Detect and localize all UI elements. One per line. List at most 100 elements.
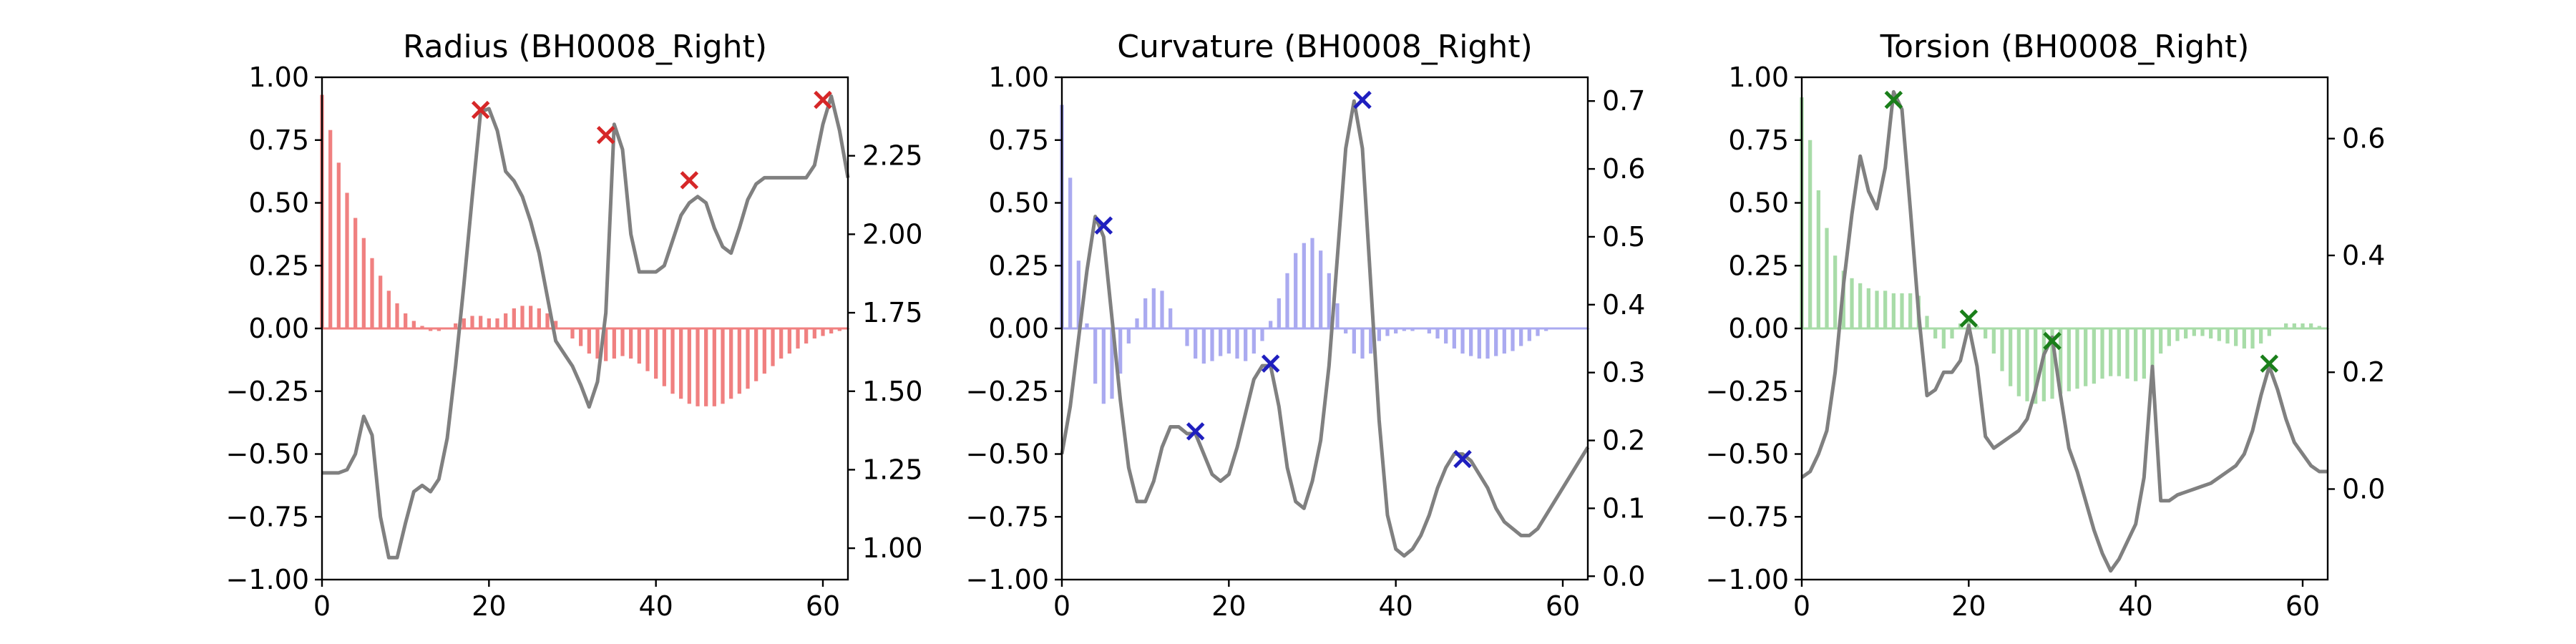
torsion-bar [1883, 291, 1888, 328]
torsion-bar [2034, 328, 2038, 404]
curvature-bar [1469, 328, 1473, 356]
radius-peak-marker [471, 100, 490, 119]
radius-bar [704, 328, 708, 406]
curvature-right-tick-label: 0.4 [1602, 289, 1645, 321]
torsion-bar [2117, 328, 2121, 376]
radius-bar [762, 328, 766, 374]
torsion-right-tick-label: 0.0 [2342, 473, 2385, 504]
curvature-right-tick-label: 0.5 [1602, 221, 1645, 253]
curvature-bar [1319, 250, 1323, 328]
torsion-left-tick-label: 0.75 [1728, 125, 1789, 156]
torsion-bar [1950, 328, 1954, 339]
curvature-bar [1160, 291, 1164, 328]
radius-bar [328, 130, 333, 328]
curvature-peak-marker [1353, 90, 1372, 109]
radius-bar [645, 328, 650, 371]
radius-panel: Radius (BH0008_Right) 0 20 40 60 −1.00 −0.75 −… [226, 29, 923, 622]
curvature-bar [1226, 328, 1231, 354]
radius-chart-title: Radius (BH0008_Right) [403, 29, 767, 65]
curvature-bar [1402, 328, 1406, 331]
torsion-bar [1975, 326, 1979, 328]
curvature-bar [1527, 328, 1531, 341]
radius-bar [554, 321, 558, 328]
radius-bar [829, 328, 834, 334]
curvature-bar [1344, 328, 1348, 334]
radius-bar [386, 291, 391, 328]
radius-right-tick-label: 2.00 [862, 218, 923, 250]
curvature-bar [1502, 328, 1506, 354]
curvature-bar [1410, 328, 1415, 331]
curvature-bar [1252, 328, 1256, 354]
radius-x-tick-label: 60 [806, 590, 840, 622]
radius-left-tick-label: 0.75 [248, 125, 309, 156]
torsion-left-tick-label: 0.50 [1728, 187, 1789, 219]
curvature-bar [1101, 328, 1106, 404]
torsion-bar [2200, 328, 2205, 336]
radius-bar [679, 328, 683, 399]
radius-bar [804, 328, 809, 344]
curvature-bar [1210, 328, 1214, 361]
curvature-bar [1194, 328, 1198, 359]
torsion-bar [2150, 328, 2155, 366]
torsion-bar [1966, 318, 1971, 328]
torsion-bar [2041, 328, 2046, 401]
curvature-bar [1460, 328, 1465, 354]
curvature-left-tick-label: 0.25 [988, 250, 1049, 281]
curvature-left-tick-label: 0.50 [988, 187, 1049, 219]
curvature-left-tick-label: 0.00 [988, 313, 1049, 344]
curvature-right-tick-label: 0.6 [1602, 153, 1645, 185]
torsion-bar [2309, 323, 2313, 328]
curvature-bar [1294, 253, 1298, 328]
curvature-bar [1219, 328, 1223, 356]
radius-bar [429, 328, 433, 331]
curvature-bar [1352, 328, 1356, 354]
torsion-bar [1925, 316, 1929, 328]
torsion-bar [1866, 288, 1870, 328]
radius-bar [787, 328, 791, 354]
radius-bar [512, 308, 516, 328]
curvature-bar [1118, 328, 1123, 374]
radius-bar [712, 328, 716, 406]
radius-bar [637, 328, 641, 364]
radius-bar [370, 258, 374, 328]
torsion-bar [2009, 328, 2013, 386]
torsion-bar [2267, 328, 2271, 336]
torsion-bar [1908, 293, 1913, 328]
radius-bar [353, 218, 358, 328]
torsion-bar [2301, 323, 2305, 328]
curvature-peak-marker [1453, 449, 1472, 469]
curvature-bar [1511, 328, 1515, 351]
curvature-left-tick-label: −1.00 [966, 564, 1049, 595]
torsion-bar [2284, 323, 2288, 328]
radius-bar [336, 162, 341, 328]
torsion-bar [1984, 328, 1988, 339]
torsion-bar [2225, 328, 2230, 344]
curvature-right-tick-label: 0.3 [1602, 357, 1645, 389]
torsion-bar [2067, 328, 2071, 391]
torsion-right-tick-label: 0.6 [2342, 123, 2385, 155]
curvature-bar [1277, 298, 1281, 328]
radius-right-tick-label: 1.50 [862, 376, 923, 407]
torsion-x-tick-label: 40 [2118, 590, 2152, 622]
radius-x-tick-label: 0 [313, 590, 331, 622]
radius-bar [411, 321, 416, 328]
radius-bar [537, 308, 541, 328]
torsion-bar [2016, 328, 2021, 396]
curvature-left-tick-label: −0.75 [966, 501, 1049, 532]
curvature-bar [1327, 273, 1331, 328]
curvature-peak-marker [1261, 354, 1280, 373]
torsion-bar [2059, 328, 2063, 394]
curvature-bar [1385, 328, 1390, 336]
curvature-bar [1335, 303, 1340, 328]
torsion-peak-marker [2260, 354, 2279, 373]
torsion-bar [1808, 140, 1813, 328]
curvature-bar [1093, 328, 1098, 384]
torsion-bar [2050, 328, 2054, 399]
torsion-x-tick-label: 0 [1793, 590, 1810, 622]
radius-x-tick-label: 20 [472, 590, 506, 622]
curvature-bar [1076, 260, 1080, 328]
radius-bar [696, 328, 700, 406]
torsion-bar [1991, 328, 1996, 354]
radius-left-tick-label: −0.75 [226, 501, 309, 532]
torsion-left-tick-label: 0.25 [1728, 250, 1789, 281]
